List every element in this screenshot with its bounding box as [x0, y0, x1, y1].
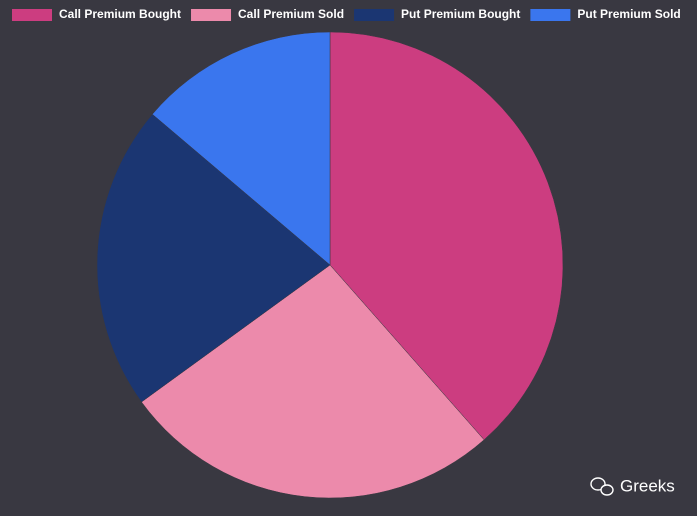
- pie-slice: [96, 113, 331, 403]
- pie-slice: [329, 31, 564, 441]
- pie-slice: [141, 264, 485, 499]
- legend-swatch: [12, 9, 52, 21]
- watermark: Greeks: [620, 476, 675, 495]
- legend-label: Call Premium Sold: [238, 7, 344, 21]
- legend-swatch: [530, 9, 571, 21]
- legend-label: Put Premium Sold: [577, 7, 680, 21]
- legend-label: Put Premium Bought: [401, 7, 520, 21]
- pie-slice: [151, 31, 331, 266]
- pie: [96, 31, 564, 499]
- legend-swatch: [191, 9, 232, 21]
- legend-label: Call Premium Bought: [59, 7, 181, 21]
- watermark-icon: [590, 477, 614, 496]
- legend-swatch: [354, 9, 395, 21]
